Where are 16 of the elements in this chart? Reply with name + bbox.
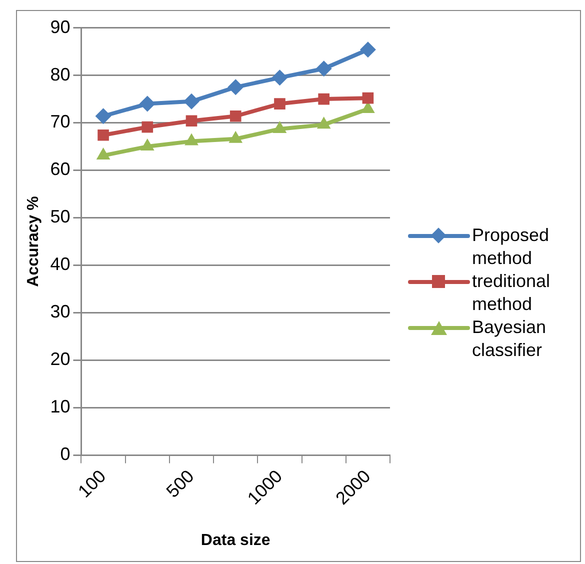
y-axis-title: Accuracy % bbox=[25, 196, 42, 287]
x-tick-label: 100 bbox=[74, 466, 110, 502]
y-tick-label: 80 bbox=[50, 64, 70, 84]
y-tick-label: 70 bbox=[50, 112, 70, 132]
y-tick-label: 60 bbox=[50, 159, 70, 180]
legend-label: Bayesian classifier bbox=[472, 316, 548, 362]
y-tick-label: 10 bbox=[50, 396, 70, 417]
y-tick-label: 30 bbox=[50, 302, 70, 322]
y-tick-label: 90 bbox=[50, 16, 70, 37]
x-axis-title: Data size bbox=[200, 532, 270, 549]
legend-label: treditional method bbox=[472, 270, 552, 316]
y-tick-label: 40 bbox=[50, 254, 70, 274]
x-tick-label: 500 bbox=[162, 466, 198, 502]
y-tick-label: 50 bbox=[50, 206, 70, 227]
y-tick-label: 0 bbox=[60, 444, 70, 464]
y-tick-label: 20 bbox=[50, 349, 70, 370]
